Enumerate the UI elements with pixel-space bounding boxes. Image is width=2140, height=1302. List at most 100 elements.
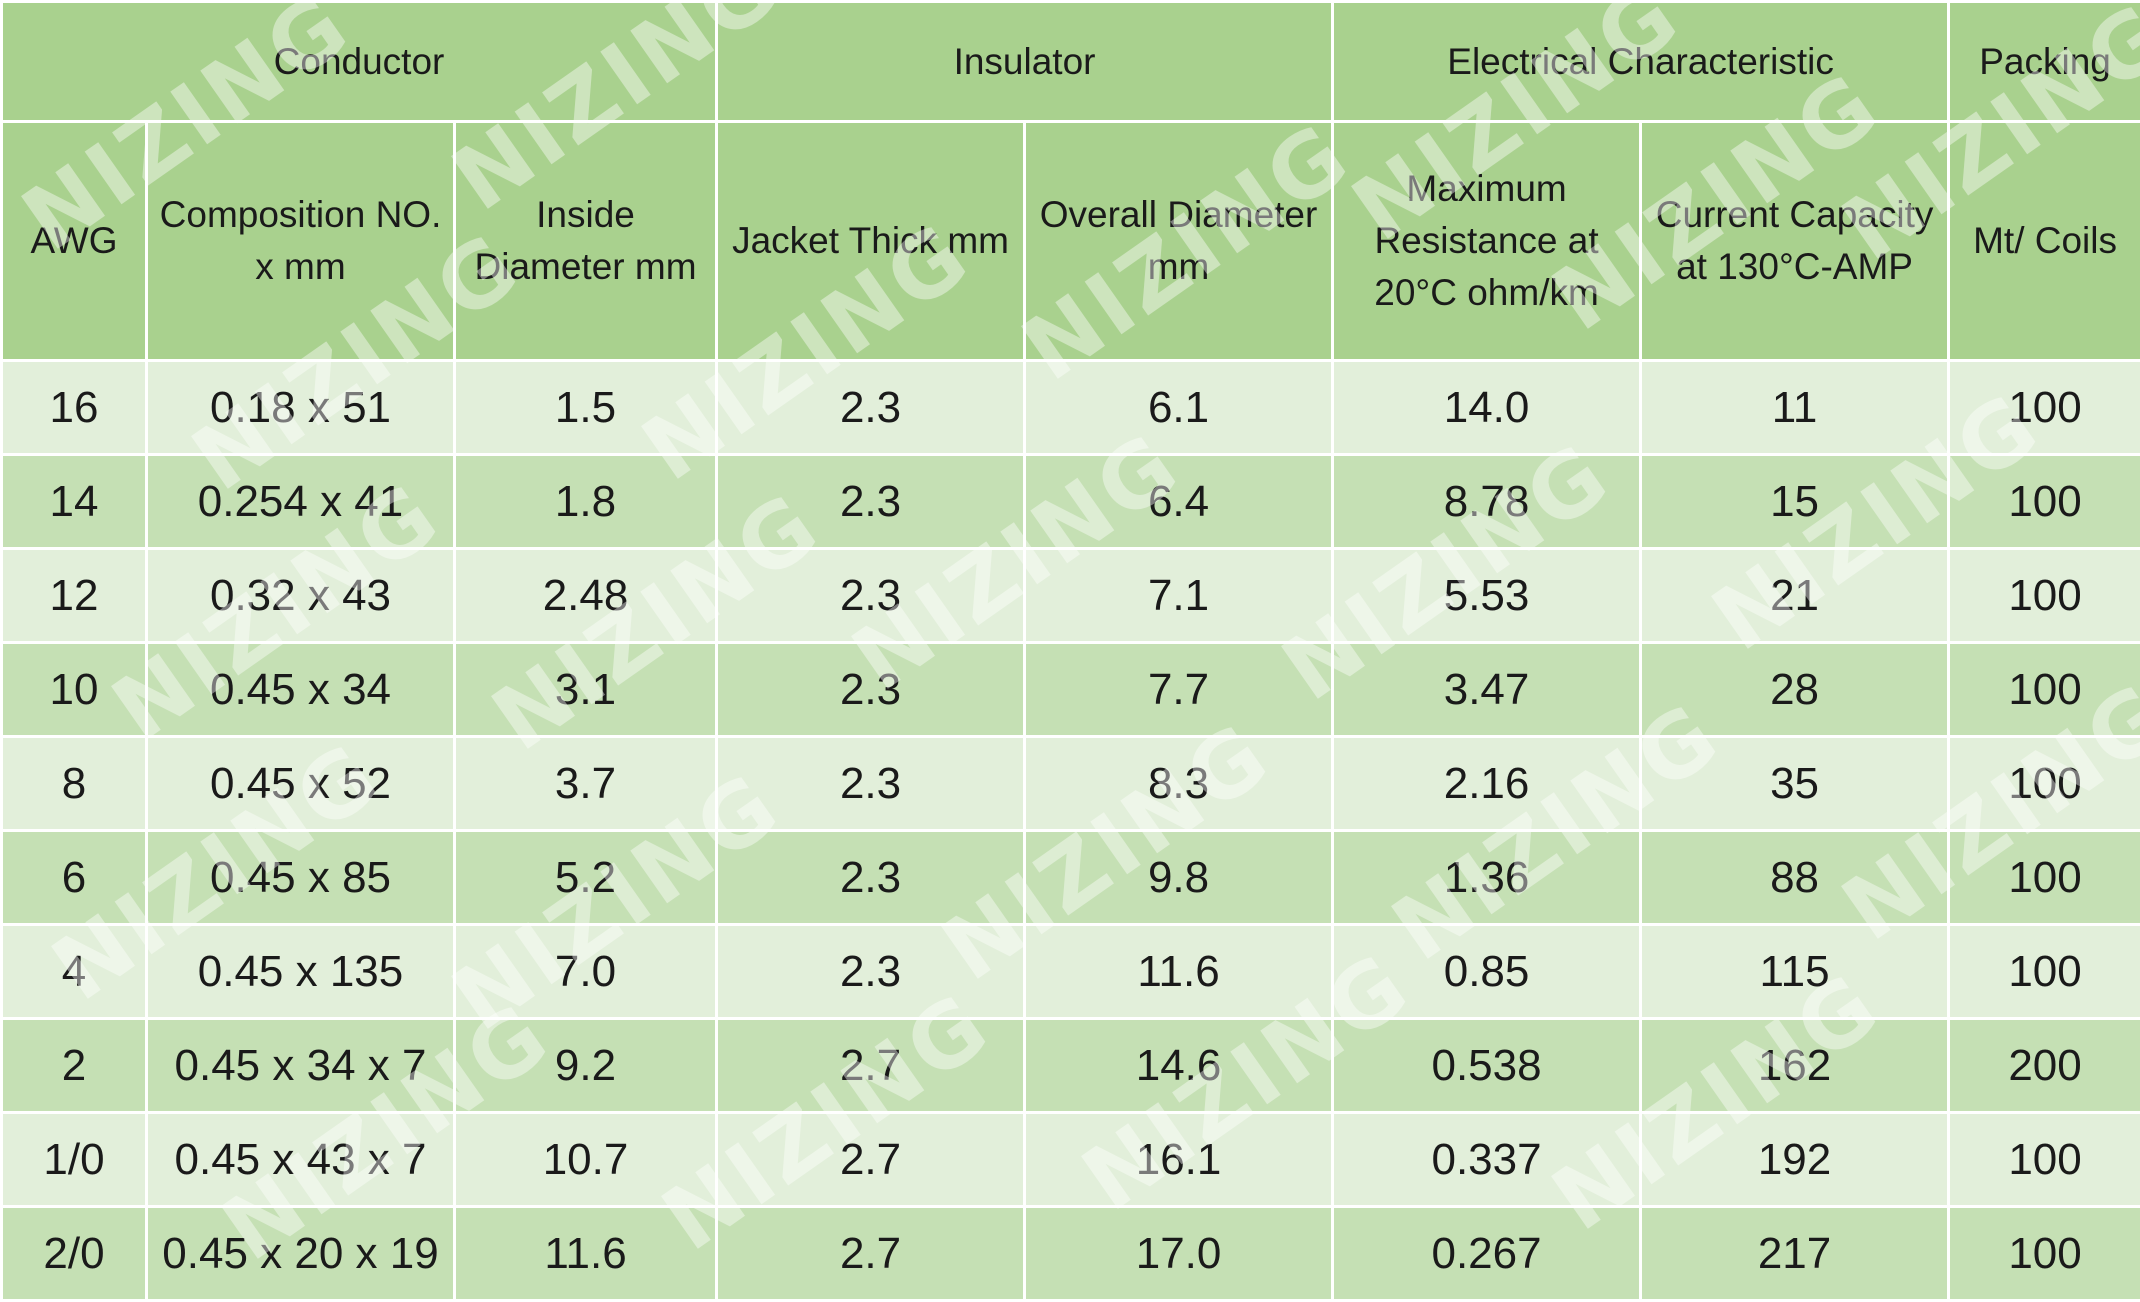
- mt-coils-cell: 100: [1949, 361, 2140, 455]
- awg-cell: 10: [2, 643, 147, 737]
- awg-cell: 4: [2, 925, 147, 1019]
- current-capacity-cell: 21: [1641, 549, 1949, 643]
- jacket-thick-cell: 2.3: [717, 925, 1025, 1019]
- max-resistance-cell: 8.78: [1333, 455, 1641, 549]
- current-capacity-cell: 15: [1641, 455, 1949, 549]
- overall-diameter-cell: 6.1: [1025, 361, 1333, 455]
- inside-diameter-cell: 3.7: [455, 737, 717, 831]
- inside-diameter-cell: 7.0: [455, 925, 717, 1019]
- inside-diameter-cell: 1.5: [455, 361, 717, 455]
- current-capacity-cell: 162: [1641, 1019, 1949, 1113]
- jacket-thick-cell: 2.7: [717, 1113, 1025, 1207]
- column-header-overall-diameter: Overall Diameter mm: [1025, 122, 1333, 361]
- mt-coils-cell: 100: [1949, 737, 2140, 831]
- mt-coils-cell: 100: [1949, 1207, 2140, 1301]
- mt-coils-cell: 200: [1949, 1019, 2140, 1113]
- max-resistance-cell: 1.36: [1333, 831, 1641, 925]
- column-header-max-resistance: Maximum Resistance at 20°C ohm/km: [1333, 122, 1641, 361]
- column-header-inside-diameter: Inside Diameter mm: [455, 122, 717, 361]
- max-resistance-cell: 0.337: [1333, 1113, 1641, 1207]
- composition-cell: 0.45 x 43 x 7: [147, 1113, 455, 1207]
- inside-diameter-cell: 10.7: [455, 1113, 717, 1207]
- composition-cell: 0.32 x 43: [147, 549, 455, 643]
- mt-coils-cell: 100: [1949, 643, 2140, 737]
- composition-cell: 0.45 x 135: [147, 925, 455, 1019]
- group-header-row: Conductor Insulator Electrical Character…: [2, 2, 2140, 122]
- overall-diameter-cell: 7.1: [1025, 549, 1333, 643]
- awg-cell: 2: [2, 1019, 147, 1113]
- overall-diameter-cell: 7.7: [1025, 643, 1333, 737]
- awg-cell: 8: [2, 737, 147, 831]
- inside-diameter-cell: 2.48: [455, 549, 717, 643]
- inside-diameter-cell: 1.8: [455, 455, 717, 549]
- composition-cell: 0.45 x 85: [147, 831, 455, 925]
- jacket-thick-cell: 2.3: [717, 643, 1025, 737]
- column-header-row: AWG Composition NO. x mm Inside Diameter…: [2, 122, 2140, 361]
- max-resistance-cell: 5.53: [1333, 549, 1641, 643]
- awg-cell: 1/0: [2, 1113, 147, 1207]
- overall-diameter-cell: 17.0: [1025, 1207, 1333, 1301]
- overall-diameter-cell: 14.6: [1025, 1019, 1333, 1113]
- overall-diameter-cell: 9.8: [1025, 831, 1333, 925]
- jacket-thick-cell: 2.7: [717, 1207, 1025, 1301]
- column-header-mt-coils: Mt/ Coils: [1949, 122, 2140, 361]
- max-resistance-cell: 0.85: [1333, 925, 1641, 1019]
- current-capacity-cell: 192: [1641, 1113, 1949, 1207]
- max-resistance-cell: 3.47: [1333, 643, 1641, 737]
- overall-diameter-cell: 16.1: [1025, 1113, 1333, 1207]
- overall-diameter-cell: 6.4: [1025, 455, 1333, 549]
- awg-cell: 16: [2, 361, 147, 455]
- composition-cell: 0.45 x 52: [147, 737, 455, 831]
- mt-coils-cell: 100: [1949, 925, 2140, 1019]
- column-header-jacket-thick: Jacket Thick mm: [717, 122, 1025, 361]
- mt-coils-cell: 100: [1949, 1113, 2140, 1207]
- overall-diameter-cell: 8.3: [1025, 737, 1333, 831]
- awg-cell: 6: [2, 831, 147, 925]
- current-capacity-cell: 28: [1641, 643, 1949, 737]
- mt-coils-cell: 100: [1949, 831, 2140, 925]
- inside-diameter-cell: 3.1: [455, 643, 717, 737]
- current-capacity-cell: 11: [1641, 361, 1949, 455]
- current-capacity-cell: 115: [1641, 925, 1949, 1019]
- group-header-electrical: Electrical Characteristic: [1333, 2, 1949, 122]
- jacket-thick-cell: 2.3: [717, 831, 1025, 925]
- awg-cell: 12: [2, 549, 147, 643]
- max-resistance-cell: 14.0: [1333, 361, 1641, 455]
- composition-cell: 0.18 x 51: [147, 361, 455, 455]
- jacket-thick-cell: 2.3: [717, 361, 1025, 455]
- mt-coils-cell: 100: [1949, 455, 2140, 549]
- column-header-awg: AWG: [2, 122, 147, 361]
- mt-coils-cell: 100: [1949, 549, 2140, 643]
- column-header-composition: Composition NO. x mm: [147, 122, 455, 361]
- jacket-thick-cell: 2.3: [717, 737, 1025, 831]
- inside-diameter-cell: 11.6: [455, 1207, 717, 1301]
- composition-cell: 0.45 x 20 x 19: [147, 1207, 455, 1301]
- jacket-thick-cell: 2.7: [717, 1019, 1025, 1113]
- composition-cell: 0.45 x 34 x 7: [147, 1019, 455, 1113]
- inside-diameter-cell: 9.2: [455, 1019, 717, 1113]
- awg-cell: 2/0: [2, 1207, 147, 1301]
- current-capacity-cell: 88: [1641, 831, 1949, 925]
- group-header-packing: Packing: [1949, 2, 2140, 122]
- jacket-thick-cell: 2.3: [717, 455, 1025, 549]
- max-resistance-cell: 2.16: [1333, 737, 1641, 831]
- overall-diameter-cell: 11.6: [1025, 925, 1333, 1019]
- jacket-thick-cell: 2.3: [717, 549, 1025, 643]
- group-header-conductor: Conductor: [2, 2, 717, 122]
- current-capacity-cell: 217: [1641, 1207, 1949, 1301]
- max-resistance-cell: 0.267: [1333, 1207, 1641, 1301]
- column-header-current-capacity: Current Capacity at 130°C-AMP: [1641, 122, 1949, 361]
- max-resistance-cell: 0.538: [1333, 1019, 1641, 1113]
